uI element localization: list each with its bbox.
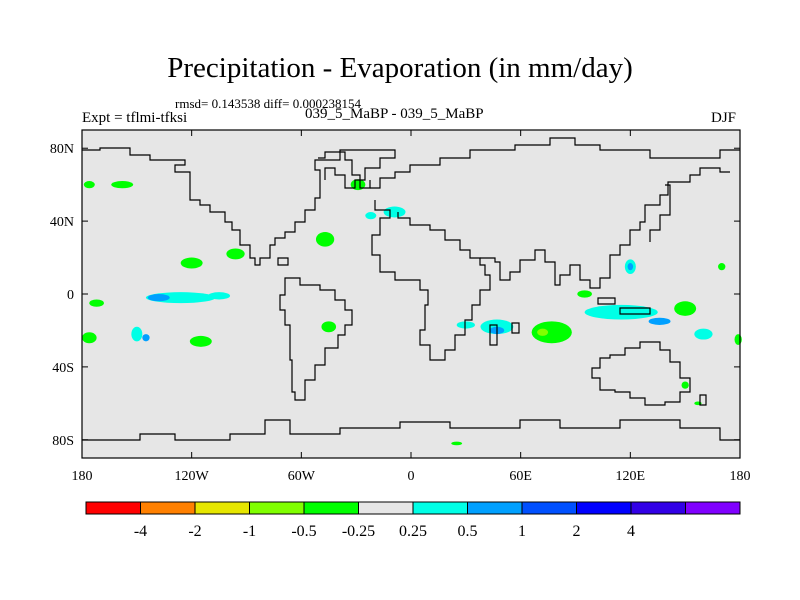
contour-blob-29 [734, 334, 742, 346]
colorbar-label: 1 [518, 523, 526, 540]
contour-blob-9 [173, 182, 189, 194]
coastline-segment-2 [279, 277, 353, 401]
lat-tick-label: 80N [50, 142, 74, 157]
contour-blob-3 [89, 299, 104, 307]
contour-blob-33 [577, 290, 592, 298]
contour-blob-5 [226, 248, 245, 260]
coastline-segment-12 [82, 419, 740, 441]
contour-blob-25 [584, 304, 658, 320]
contour-blob-12 [383, 206, 406, 218]
colorbar-label: 0.5 [458, 523, 478, 540]
colorbar-label: 0.25 [399, 523, 427, 540]
coastline-segment-14 [277, 257, 289, 266]
contour-blob-2 [208, 292, 231, 300]
contour-fills [82, 179, 742, 446]
contour-blob-8 [111, 181, 134, 189]
map-subtitle: 039_5_MaBP - 039_5_MaBP [305, 106, 484, 122]
colorbar-label: -4 [134, 523, 147, 540]
colorbar-label: 2 [573, 523, 581, 540]
season-label: DJF [711, 110, 737, 126]
contour-blob-19 [359, 323, 371, 331]
lon-tick-label: 180 [72, 469, 93, 484]
coastline-segment-0 [82, 147, 396, 266]
contour-blob-27 [674, 301, 697, 316]
coastline-segment-13 [511, 322, 520, 334]
colorbar-swatch [249, 501, 305, 515]
contour-blob-22 [456, 321, 475, 329]
colorbar-swatch [521, 501, 577, 515]
experiment-label: Expt = tflmi-tfksi [82, 110, 188, 126]
lat-tick-label: 40S [52, 361, 74, 376]
contour-blob-4 [180, 257, 203, 269]
contour-blob-35 [681, 381, 689, 389]
contour-blob-16 [189, 335, 212, 347]
contour-blob-28 [694, 328, 713, 340]
contour-blob-15 [142, 334, 150, 342]
contour-blob-26 [648, 317, 671, 325]
map-title: Precipitation - Evaporation (in mm/day) [167, 52, 633, 84]
colorbar-swatch [576, 501, 632, 515]
colorbar-swatch [358, 501, 414, 515]
colorbar-label: -1 [243, 523, 256, 540]
contour-blob-24 [537, 328, 549, 336]
contour-blob-34 [451, 441, 463, 446]
colorbar-label: -0.5 [291, 523, 316, 540]
lon-tick-label: 0 [408, 469, 415, 484]
contour-blob-36 [535, 401, 543, 406]
colorbar-label: -0.25 [342, 523, 375, 540]
coastline-segment-9 [619, 307, 651, 315]
contour-blob-17 [82, 332, 97, 344]
colorbar-label: -2 [188, 523, 201, 540]
colorbar-swatch [685, 501, 741, 515]
axis-ticks: 180 120W 60W 0 60E 120E 180 80N 40N 0 40S 80S [50, 130, 751, 484]
lat-tick-label: 0 [67, 288, 74, 303]
colorbar-label: 4 [627, 523, 635, 540]
contour-blob-14 [131, 326, 143, 342]
coastline-segment-5 [480, 167, 730, 289]
coastlines [82, 137, 740, 441]
lon-tick-label: 180 [730, 469, 751, 484]
colorbar: -4 -2 -1 -0.5 -0.25 0.25 0.5 1 2 4 [85, 501, 741, 540]
lon-tick-label: 120E [616, 469, 646, 484]
contour-blob-1 [147, 294, 170, 302]
coastline-segment-1 [318, 151, 371, 189]
contour-blob-31 [627, 263, 634, 271]
lon-tick-label: 60E [509, 469, 532, 484]
contour-blob-23 [531, 321, 572, 344]
colorbar-swatch [140, 501, 196, 515]
contour-blob-18 [321, 321, 337, 333]
contour-blob-7 [83, 181, 95, 189]
contour-blob-32 [718, 263, 726, 271]
contour-blob-10 [315, 232, 335, 247]
coastline-segment-11 [699, 394, 707, 406]
coastline-segment-8 [597, 297, 616, 305]
contour-blob-13 [365, 212, 377, 220]
coastline-segment-10 [591, 341, 691, 406]
stats-line: rmsd= 0.143538 diff= 0.000238154 [175, 96, 361, 111]
lon-tick-label: 120W [175, 469, 210, 484]
lat-tick-label: 80S [52, 434, 74, 449]
contour-blob-6 [124, 212, 139, 220]
colorbar-swatch [303, 501, 359, 515]
colorbar-swatch [85, 501, 141, 515]
coastline-segment-3 [370, 137, 740, 189]
coastline-segment-4 [371, 200, 491, 361]
lat-tick-label: 40N [50, 215, 74, 230]
lon-tick-label: 60W [288, 469, 316, 484]
colorbar-swatch [630, 501, 686, 515]
colorbar-swatch [412, 501, 468, 515]
colorbar-swatch [194, 501, 250, 515]
coastline-segment-6 [649, 184, 671, 242]
colorbar-swatch [467, 501, 523, 515]
coastline-segment-7 [489, 324, 498, 346]
